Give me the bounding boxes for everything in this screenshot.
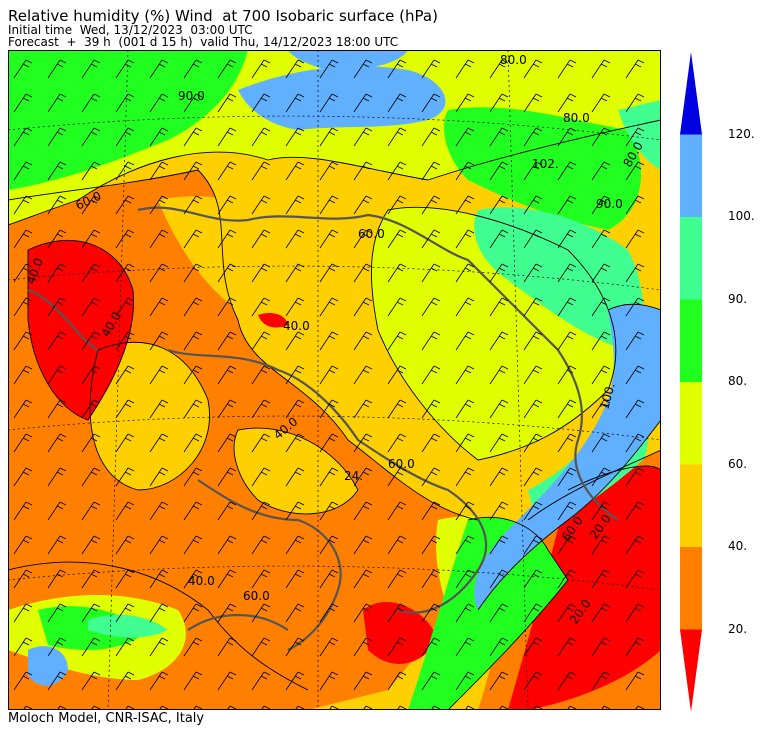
color-scale-band <box>680 547 702 630</box>
humidity-map: 80.0 80.0 80.0 90.0 102. 90.0 60.0 40.0 … <box>8 50 661 710</box>
color-scale-band <box>680 382 702 465</box>
contour-label: 40.0 <box>283 319 310 333</box>
color-scale-band <box>680 52 702 135</box>
color-scale-label: 40. <box>728 539 748 553</box>
color-scale-bands <box>680 52 702 712</box>
color-scale-band <box>680 464 702 547</box>
contour-label: 102. <box>532 157 559 171</box>
color-scale-band <box>680 217 702 300</box>
color-scale-label: 120. <box>728 126 755 141</box>
contour-label: 90.0 <box>178 89 205 103</box>
color-scale-label: 100. <box>728 209 755 223</box>
contour-label: 60.0 <box>243 589 270 603</box>
contour-label: 40.0 <box>188 574 215 588</box>
color-scale-label: 60. <box>728 456 748 471</box>
contour-label: 90.0 <box>596 197 623 211</box>
initial-time: Initial time Wed, 13/12/2023 03:00 UTC <box>8 23 253 37</box>
color-scale-label: 20. <box>728 621 748 636</box>
map-frame <box>8 50 661 710</box>
forecast-time: Forecast + 39 h (001 d 15 h) valid Thu, … <box>8 35 399 49</box>
color-scale-label: 80. <box>728 374 748 388</box>
color-scale-band <box>680 134 702 217</box>
chart-title: Relative humidity (%) Wind at 700 Isobar… <box>8 7 438 25</box>
contour-label: 60.0 <box>388 457 415 471</box>
contour-label: 100. <box>597 381 617 410</box>
color-scale-label: 90. <box>728 291 748 306</box>
contour-label: 80.0 <box>500 53 527 67</box>
color-scale-bar <box>680 52 702 712</box>
model-credit: Moloch Model, CNR-ISAC, Italy <box>8 711 205 726</box>
wind-barbs <box>8 50 661 710</box>
contour-label: 80.0 <box>563 111 590 125</box>
color-scale-band <box>680 629 702 712</box>
contour-label: 60.0 <box>358 227 385 241</box>
color-scale-band <box>680 299 702 382</box>
contour-label: 24. <box>344 469 363 483</box>
